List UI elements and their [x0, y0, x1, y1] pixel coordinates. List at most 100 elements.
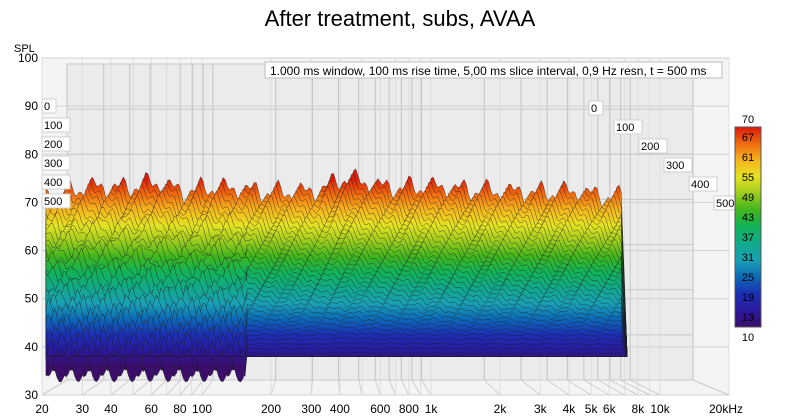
floor-gridline [191, 379, 204, 396]
floor-gridline [82, 379, 105, 396]
y-tick-label: 100 [18, 51, 38, 65]
colorbar [734, 126, 762, 328]
x-tick-label: 60 [145, 402, 159, 416]
y-tick-label: 80 [25, 147, 39, 161]
colorbar-label: 43 [742, 212, 754, 224]
time-label-box [588, 100, 604, 116]
time-label-box [41, 117, 71, 133]
colorbar-label: 31 [742, 252, 754, 264]
waterfall-slice [45, 352, 628, 383]
time-label-left: 400 [41, 174, 71, 190]
time-label-text: 500 [716, 198, 734, 210]
time-label-left: 0 [41, 98, 57, 114]
time-label-box [638, 138, 668, 154]
time-label-box [663, 157, 693, 173]
x-tick-label: 40 [104, 402, 118, 416]
time-label-box [41, 193, 71, 209]
y-tick-label: 70 [25, 195, 39, 209]
time-label-text: 200 [641, 141, 659, 153]
x-tick-label: 5k [585, 402, 599, 416]
floor-gridline [421, 379, 432, 396]
floor-gridline [411, 379, 422, 396]
info-text: 1.000 ms window, 100 ms rise time, 5,00 … [270, 64, 707, 78]
floor-gridline [388, 379, 397, 396]
floor-gridline [358, 379, 363, 396]
x-tick-label: 6k [603, 402, 617, 416]
floor-gridline [166, 379, 181, 396]
floor-gridline [41, 379, 68, 396]
floor-gridline [567, 379, 592, 396]
time-label-box [688, 176, 718, 192]
time-label-left: 500 [41, 193, 71, 209]
colorbar-label: 37 [742, 232, 754, 244]
colorbar-max-label: 70 [742, 114, 754, 126]
x-tick-label: 100 [192, 402, 212, 416]
info-box-frame [264, 61, 723, 79]
time-label-right: 200 [638, 138, 668, 154]
x-tick-label: 800 [399, 402, 419, 416]
time-label-text: 500 [44, 196, 62, 208]
x-tick-label: 20kHz [709, 402, 743, 416]
time-label-box [41, 155, 71, 171]
x-tick-label: 200 [261, 402, 281, 416]
floor-gridline [150, 379, 167, 396]
floor-gridline [692, 379, 730, 396]
x-tick-label: 20 [35, 402, 49, 416]
time-label-left: 100 [41, 117, 71, 133]
floor-gridline [400, 379, 410, 396]
floor-gridline [597, 379, 625, 396]
colorbar-label: 25 [742, 272, 754, 284]
colorbar-label: 19 [742, 292, 754, 304]
time-label-left: 200 [41, 136, 71, 152]
time-label-right: 400 [688, 176, 718, 192]
floor-gridline [583, 379, 610, 396]
time-label-text: 0 [44, 101, 50, 113]
x-tick-label: 300 [301, 402, 321, 416]
x-tick-label: 1k [425, 402, 439, 416]
x-tick-label: 3k [534, 402, 548, 416]
x-tick-label: 2k [494, 402, 508, 416]
time-label-text: 300 [666, 160, 684, 172]
x-tick-label: 30 [76, 402, 90, 416]
floor-gridline [201, 379, 214, 396]
chart-title: After treatment, subs, AVAA [264, 6, 536, 31]
colorbar-label: 67 [742, 132, 754, 144]
colorbar-label: 61 [742, 152, 754, 164]
time-label-box [41, 174, 71, 190]
time-label-right: 100 [613, 119, 643, 135]
time-label-box [613, 119, 643, 135]
floor-gridline [270, 379, 277, 396]
floor-gridline [609, 379, 639, 396]
y-tick-label: 90 [25, 99, 39, 113]
x-tick-label: 10k [650, 402, 670, 416]
colorbar-min-label: 10 [742, 332, 754, 344]
time-label-text: 100 [616, 122, 634, 134]
x-tick-label: 4k [563, 402, 577, 416]
floor-gridline [110, 379, 131, 396]
time-label-text: 400 [44, 177, 62, 189]
x-tick-label: 8k [632, 402, 646, 416]
x-tick-label: 600 [370, 402, 390, 416]
floor-gridline [132, 379, 151, 396]
y-tick-label: 40 [25, 340, 39, 354]
x-tick-label: 80 [173, 402, 187, 416]
colorbar-label: 13 [742, 312, 754, 324]
time-label-left: 300 [41, 155, 71, 171]
floor-gridline [629, 379, 661, 396]
floor-gridline [620, 379, 650, 396]
x-tick-label: 400 [330, 402, 350, 416]
y-tick-label: 50 [25, 292, 39, 306]
info-box: 1.000 ms window, 100 ms rise time, 5,00 … [264, 61, 723, 79]
time-label-box [41, 136, 71, 152]
floor-gridline [483, 379, 501, 396]
time-label-text: 200 [44, 139, 62, 151]
colorbar-label: 49 [742, 192, 754, 204]
floor-gridline [374, 379, 381, 396]
time-label-right: 300 [663, 157, 693, 173]
time-label-right: 0 [588, 100, 604, 116]
y-axis-label: SPL [14, 43, 35, 55]
time-label-text: 300 [44, 158, 62, 170]
y-tick-label: 30 [25, 388, 39, 402]
time-label-box [41, 98, 57, 114]
